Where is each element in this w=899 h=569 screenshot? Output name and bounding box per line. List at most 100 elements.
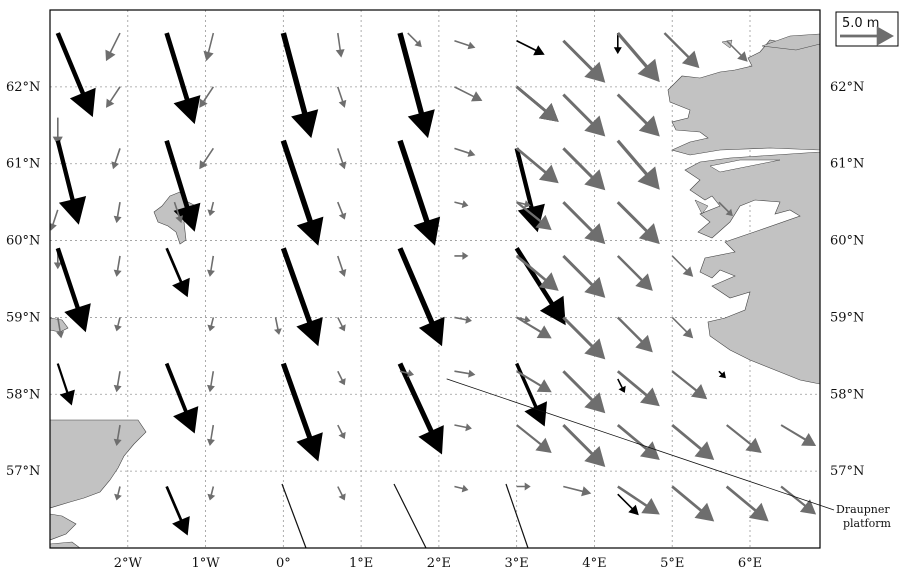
- wave-arrow-black: [617, 378, 626, 393]
- lat-tick-label-right: 58°N: [830, 387, 864, 402]
- wave-arrow-grey: [616, 370, 660, 407]
- wave-arrow-grey: [515, 254, 559, 291]
- wave-arrow-black: [280, 32, 319, 139]
- wave-arrow-grey: [726, 424, 762, 453]
- wave-arrow-grey: [207, 255, 215, 277]
- wave-arrow-grey: [454, 423, 472, 432]
- coastline-segments: [281, 483, 529, 548]
- wave-arrow-grey: [454, 315, 472, 324]
- wave-arrow-grey: [50, 209, 59, 231]
- lat-tick-label-right: 60°N: [830, 234, 864, 249]
- wave-arrow-black: [280, 362, 323, 462]
- wave-arrow-grey: [199, 86, 214, 108]
- wave-arrow-grey: [671, 370, 708, 400]
- norway-island-3: [694, 199, 709, 215]
- wave-arrow-grey: [516, 482, 531, 491]
- wave-arrow-grey: [563, 485, 592, 497]
- wave-arrow-grey: [780, 485, 817, 515]
- wave-arrow-grey: [337, 424, 346, 439]
- wave-arrow-grey: [516, 315, 531, 324]
- scale-arrow: [840, 26, 894, 46]
- wave-arrow-grey: [335, 32, 345, 58]
- wave-arrow-black: [55, 247, 91, 333]
- wave-arrow-grey: [671, 255, 694, 277]
- wave-arrow-grey: [562, 93, 606, 137]
- coast-line: [505, 483, 529, 548]
- wave-arrow-black: [165, 486, 190, 536]
- lat-tick-label-left: 59°N: [6, 310, 40, 325]
- scotland-coast: [50, 419, 147, 509]
- wave-arrow-grey: [516, 424, 552, 453]
- wave-arrow-grey: [516, 201, 552, 231]
- wave-arrow-grey: [454, 369, 476, 378]
- wave-arrow-grey: [113, 371, 122, 393]
- wave-arrow-grey: [106, 86, 121, 108]
- wave-arrow-black: [613, 33, 622, 55]
- lat-tick-label-right: 62°N: [830, 80, 864, 95]
- wave-arrow-grey: [207, 371, 215, 393]
- lon-tick-label: 4°E: [582, 556, 606, 569]
- wave-arrows: [50, 32, 817, 536]
- wave-arrow-black: [55, 140, 87, 225]
- wave-arrow-black: [397, 139, 441, 246]
- lat-tick-label-left: 61°N: [6, 157, 40, 172]
- wave-arrow-grey: [616, 424, 660, 460]
- wave-arrow-grey: [337, 86, 347, 108]
- wave-arrow-grey: [111, 148, 121, 170]
- scale-label: 5.0 m: [842, 16, 879, 31]
- wave-arrow-grey: [173, 201, 183, 224]
- wave-arrow-grey: [52, 117, 63, 146]
- wave-arrow-grey: [562, 424, 606, 467]
- wave-arrow-black: [55, 32, 96, 118]
- wave-arrow-grey: [337, 148, 347, 170]
- wave-arrow-grey: [113, 424, 122, 446]
- annotation-line-2: platform: [843, 517, 891, 530]
- wave-arrow-black: [164, 362, 199, 434]
- wave-arrow-grey: [617, 485, 660, 515]
- wave-arrow-grey: [516, 200, 531, 209]
- scotland-coast-south: [50, 513, 77, 541]
- lon-tick-label: 1°E: [349, 556, 373, 569]
- coast-line: [393, 483, 427, 548]
- lon-tick-label: 2°E: [427, 556, 451, 569]
- wave-arrow-grey: [274, 317, 282, 335]
- wave-arrow-grey: [337, 370, 346, 386]
- wave-arrow-grey: [616, 201, 660, 245]
- wave-arrow-grey: [454, 86, 483, 102]
- wave-arrow-black: [165, 247, 190, 298]
- wave-arrow-grey: [203, 32, 215, 62]
- annotation-line-1: Draupner: [836, 503, 890, 516]
- lat-tick-label-left: 60°N: [6, 234, 40, 249]
- norway-coast: [667, 39, 820, 385]
- wave-arrow-grey: [562, 370, 606, 414]
- wave-arrow-grey: [663, 32, 700, 69]
- wave-arrow-grey: [199, 147, 214, 170]
- lon-tick-label: 0°: [276, 556, 291, 569]
- wave-arrow-grey: [616, 139, 660, 190]
- wave-arrow-grey: [616, 255, 653, 291]
- map-frame: [49, 9, 821, 549]
- wave-arrow-grey: [113, 202, 122, 224]
- wave-arrow-grey: [207, 201, 216, 217]
- wave-arrow-grey: [114, 486, 122, 501]
- wave-arrow-grey: [399, 369, 414, 378]
- wave-arrow-grey: [516, 316, 552, 339]
- wave-arrow-grey: [337, 486, 346, 501]
- wave-arrow-black: [617, 493, 639, 516]
- wave-arrow-grey: [616, 316, 653, 353]
- wave-arrow-black: [280, 139, 324, 246]
- wave-arrow-grey: [718, 201, 733, 217]
- wave-arrow-grey: [515, 85, 559, 122]
- wave-arrow-grey: [454, 40, 476, 50]
- wave-arrow-grey: [207, 486, 216, 501]
- wave-arrow-black: [164, 140, 201, 232]
- scale-legend: 5.0 m: [835, 11, 899, 47]
- axis-ticks: 2°W 1°W 0° 1°E 2°E 3°E 4°E 5°E 6°E 62°N 62°N 61°N 61…: [6, 80, 864, 569]
- wave-arrow-grey: [616, 93, 660, 137]
- coast-line: [281, 483, 307, 548]
- lat-tick-label-right: 61°N: [830, 157, 864, 172]
- wave-arrow-grey: [337, 317, 346, 332]
- norway-inlet-1: [709, 159, 781, 173]
- wave-arrow-black: [514, 147, 545, 233]
